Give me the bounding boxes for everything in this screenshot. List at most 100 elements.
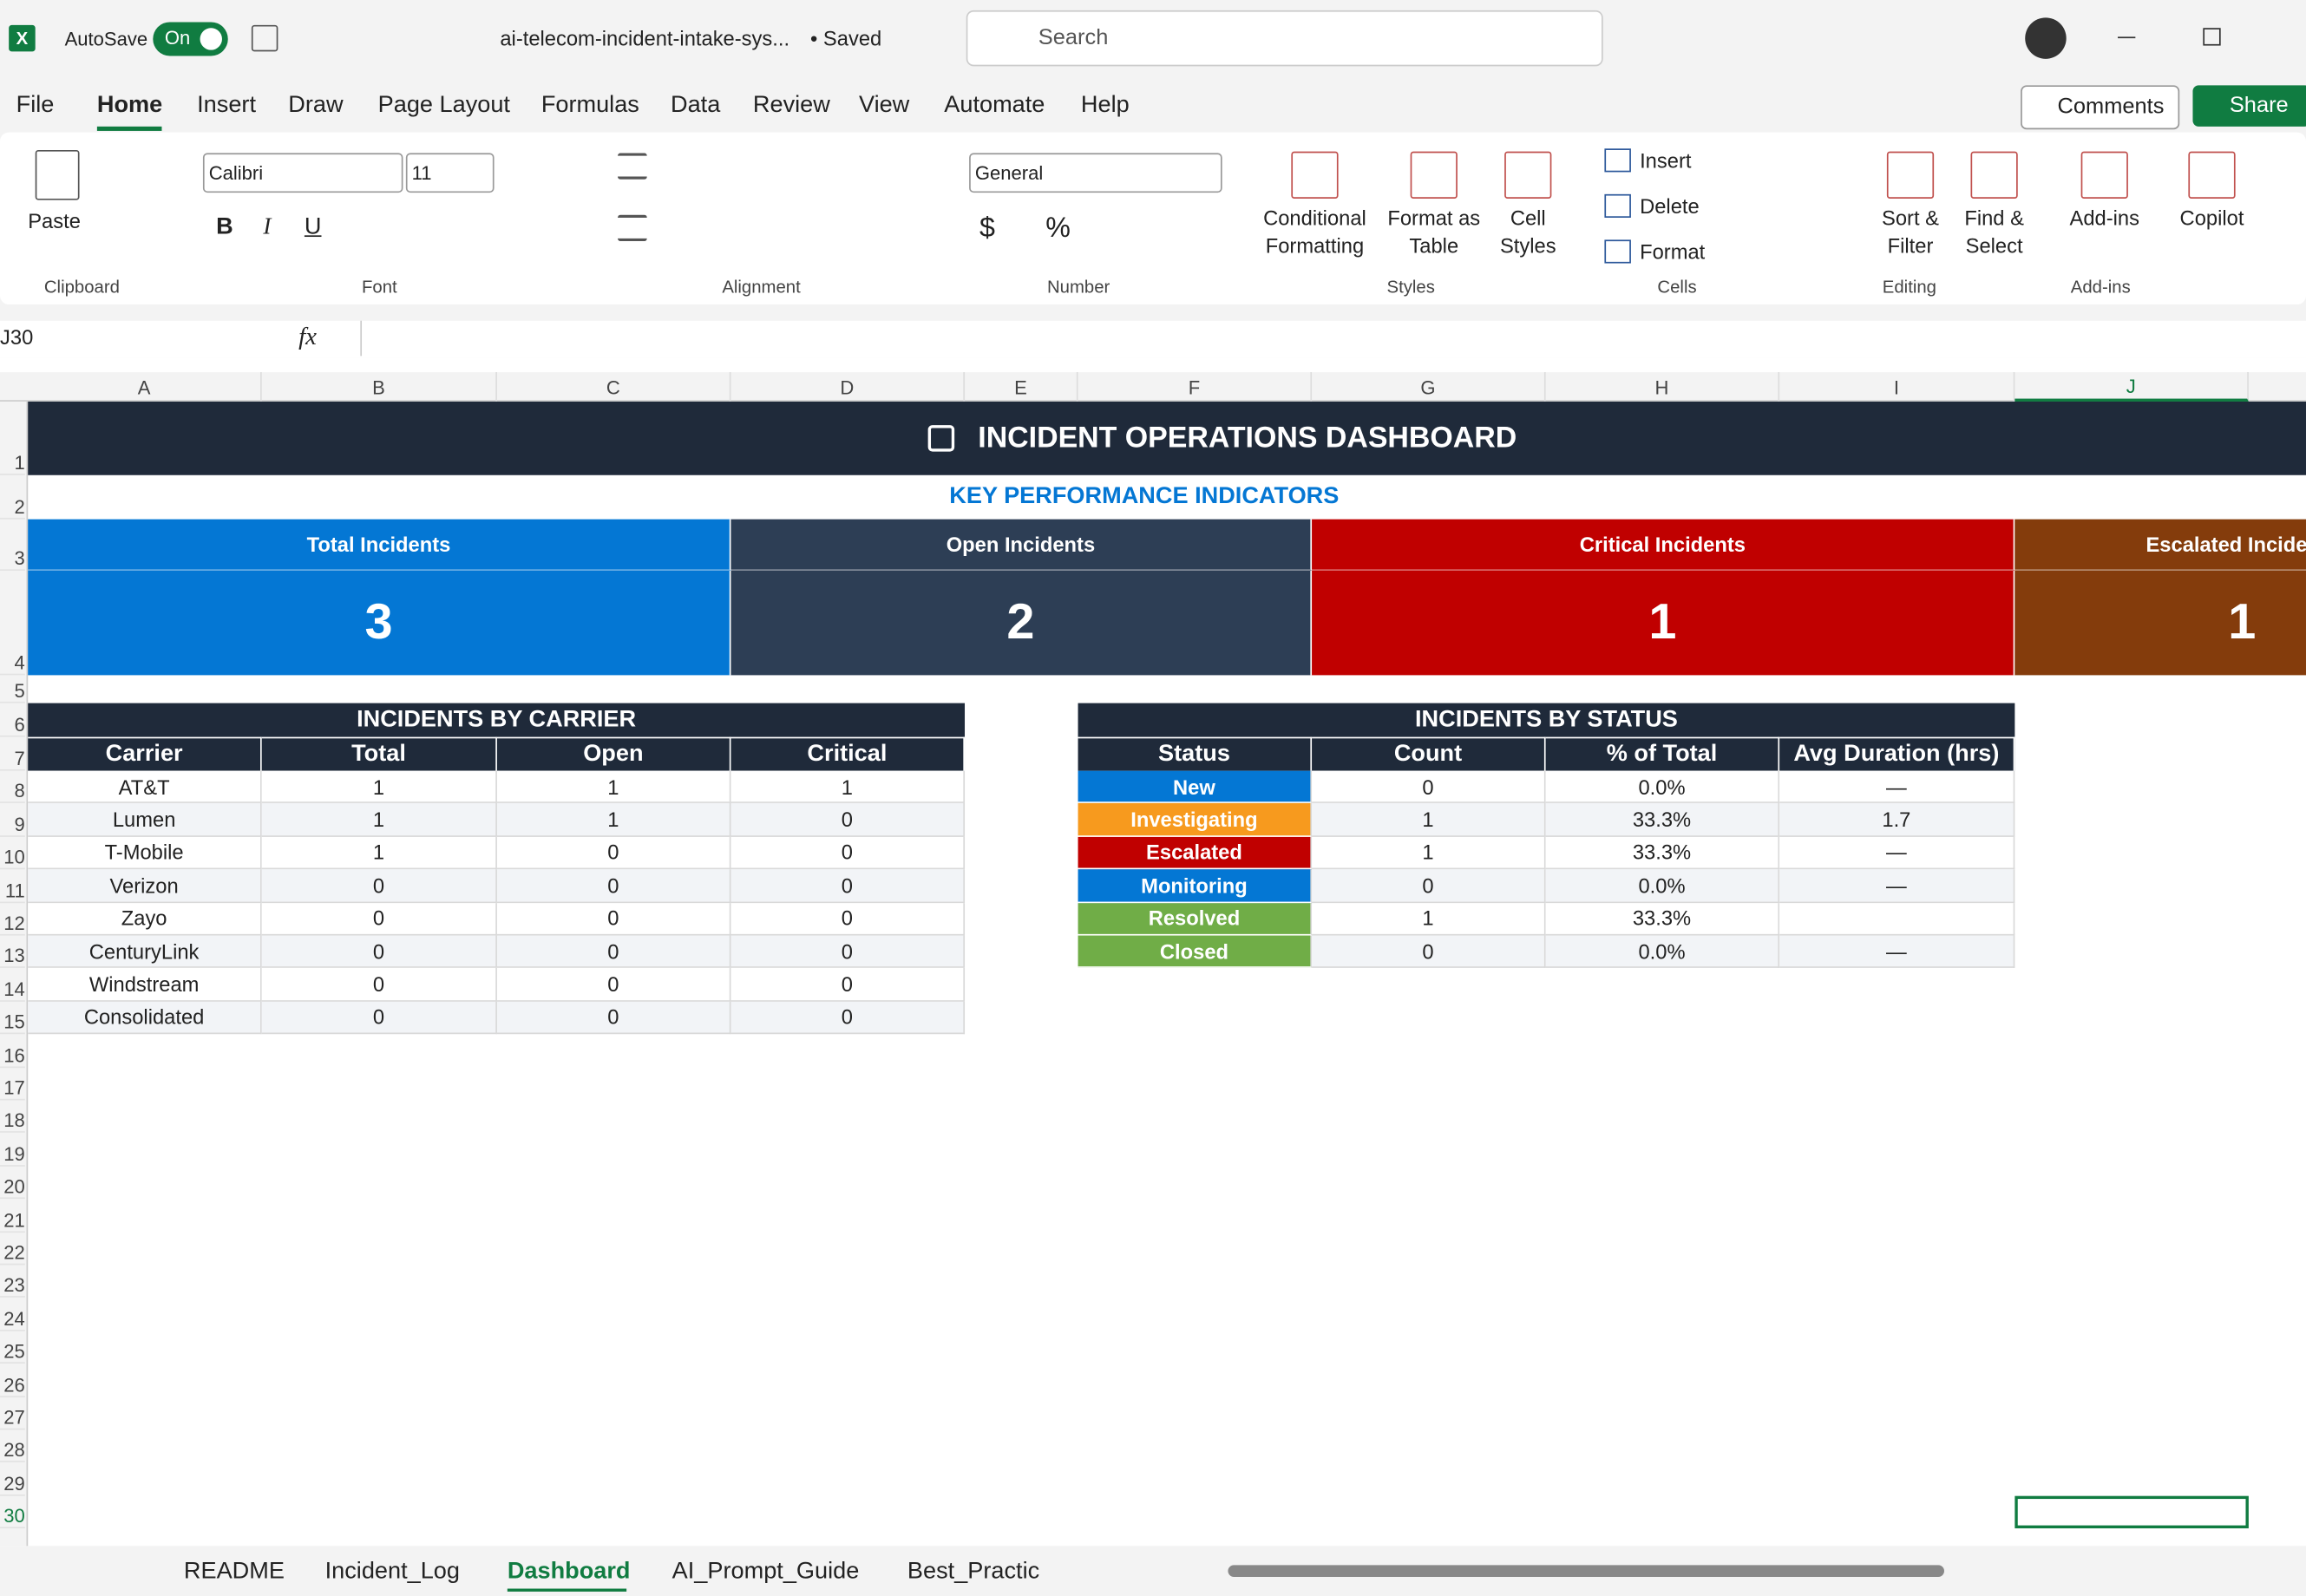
menu-tab[interactable]: Home — [97, 93, 162, 120]
row-label: Resolved — [1078, 903, 1313, 936]
align-icon[interactable] — [618, 215, 647, 242]
bold-button[interactable]: B — [216, 215, 233, 242]
menu-tab[interactable]: Data — [671, 93, 720, 120]
row-header: 22 — [0, 1232, 25, 1265]
formula-input[interactable] — [360, 321, 2306, 356]
editing-button[interactable]: Sort & Filter — [1872, 205, 1949, 260]
sheet-tab[interactable]: README — [184, 1560, 285, 1586]
avatar[interactable] — [2025, 17, 2066, 58]
file-name[interactable]: ai-telecom-incident-intake-sys... — [500, 27, 789, 50]
styles-button[interactable]: Conditional Formatting — [1250, 205, 1379, 260]
menu-tab[interactable]: Page Layout — [378, 93, 510, 120]
row-header: 12 — [0, 903, 25, 936]
menu-tab[interactable]: Review — [753, 93, 830, 120]
table-cell: 33.3% — [1546, 804, 1780, 837]
cells-icon[interactable] — [1604, 148, 1631, 172]
align-icon[interactable] — [618, 153, 647, 180]
menu-tab[interactable]: Help — [1081, 93, 1130, 120]
sheet-tab[interactable]: AI_Prompt_Guide — [672, 1560, 860, 1586]
styles-button-icon[interactable] — [1504, 152, 1551, 199]
table-cell: 0 — [730, 870, 965, 903]
paste-icon[interactable] — [36, 150, 80, 200]
menu-tab[interactable]: Formulas — [541, 93, 639, 120]
sheet-tab[interactable]: Best_Practic — [907, 1560, 1039, 1586]
font-name[interactable]: Calibri — [203, 153, 403, 193]
column-header: G — [1312, 372, 1546, 402]
underline-button[interactable]: U — [305, 215, 322, 242]
row-label: T-Mobile — [28, 837, 262, 870]
styles-button-icon[interactable] — [1291, 152, 1338, 199]
row-header: 2 — [0, 475, 25, 520]
paste-label[interactable]: Paste — [28, 209, 81, 232]
sheet-tab[interactable]: Dashboard — [508, 1560, 631, 1586]
table-title: INCIDENTS BY CARRIER — [28, 703, 965, 737]
menu-tab[interactable]: File — [16, 93, 55, 120]
number-format[interactable]: General — [969, 153, 1222, 193]
name-box[interactable]: J30 — [0, 325, 165, 349]
column-header: A — [28, 372, 262, 402]
search-box[interactable]: Search — [966, 10, 1603, 66]
group-label: Editing — [1883, 277, 1936, 298]
addins-button[interactable]: Add-ins — [2065, 205, 2145, 232]
currency-button[interactable]: $ — [979, 213, 995, 245]
search-placeholder: Search — [1038, 25, 1109, 50]
scrollbar[interactable] — [1228, 1565, 1944, 1577]
row-header: 19 — [0, 1133, 25, 1166]
styles-button[interactable]: Cell Styles — [1488, 205, 1568, 260]
table-header: Carrier — [28, 737, 262, 771]
kpi-label: Critical Incidents — [1312, 520, 2014, 571]
menu-tab[interactable]: Automate — [944, 93, 1045, 120]
percent-button[interactable]: % — [1045, 213, 1071, 245]
table-cell: 1 — [262, 804, 497, 837]
table-cell: 0 — [497, 969, 731, 1002]
table-cell: 1 — [730, 771, 965, 804]
font-size[interactable]: 11 — [406, 153, 495, 193]
editing-button-icon[interactable] — [1971, 152, 2018, 199]
italic-button[interactable]: I — [263, 215, 271, 242]
styles-button-icon[interactable] — [1411, 152, 1458, 199]
cells-button[interactable]: Insert — [1640, 148, 1691, 172]
addins-button-icon[interactable] — [2081, 152, 2128, 199]
cells-button[interactable]: Format — [1640, 239, 1705, 263]
sheet-tab-bar: README Incident_Log Dashboard AI_Prompt_Gui… — [0, 1546, 2306, 1596]
row-header: 4 — [0, 571, 25, 675]
cells-icon[interactable] — [1604, 239, 1631, 263]
row-header: 30 — [0, 1495, 25, 1528]
row-header: 6 — [0, 703, 25, 737]
save-icon[interactable] — [252, 25, 278, 52]
row-header: 24 — [0, 1298, 25, 1331]
table-header: Avg Duration (hrs) — [1779, 737, 2014, 771]
menu-tab[interactable]: View — [859, 93, 909, 120]
styles-button[interactable]: Format as Table — [1382, 205, 1485, 260]
autosave-toggle[interactable]: On — [153, 22, 227, 56]
row-header: 15 — [0, 1002, 25, 1035]
cells-button[interactable]: Delete — [1640, 194, 1700, 218]
copilot-button-icon[interactable] — [2188, 152, 2235, 199]
menu-tab[interactable]: Insert — [197, 93, 256, 120]
row-header: 9 — [0, 804, 25, 837]
row-header: 16 — [0, 1035, 25, 1068]
maximize[interactable] — [2203, 28, 2220, 45]
row-header: 8 — [0, 771, 25, 804]
comments-button[interactable]: Comments — [2021, 85, 2179, 129]
title-icon — [928, 425, 955, 452]
editing-button-icon[interactable] — [1887, 152, 1934, 199]
table-cell: 1 — [262, 771, 497, 804]
row-header: 7 — [0, 737, 25, 771]
editing-button[interactable]: Find & Select — [1955, 205, 2034, 260]
fx-button[interactable]: fx — [298, 322, 317, 351]
sheet-tab[interactable]: Incident_Log — [325, 1560, 460, 1586]
row-label: Escalated — [1078, 837, 1313, 870]
table-cell: 0 — [730, 837, 965, 870]
save-status: • Saved — [810, 27, 881, 50]
minimize[interactable] — [2118, 36, 2135, 38]
table-cell: 0 — [730, 903, 965, 936]
row-header: 17 — [0, 1067, 25, 1100]
row-header: 23 — [0, 1265, 25, 1298]
menu-tab[interactable]: Draw — [288, 93, 343, 120]
cells-icon[interactable] — [1604, 194, 1631, 218]
copilot-button[interactable]: Copilot — [2172, 205, 2252, 232]
share-button[interactable]: Share — [2192, 85, 2306, 126]
column-header: F — [1078, 372, 1313, 402]
